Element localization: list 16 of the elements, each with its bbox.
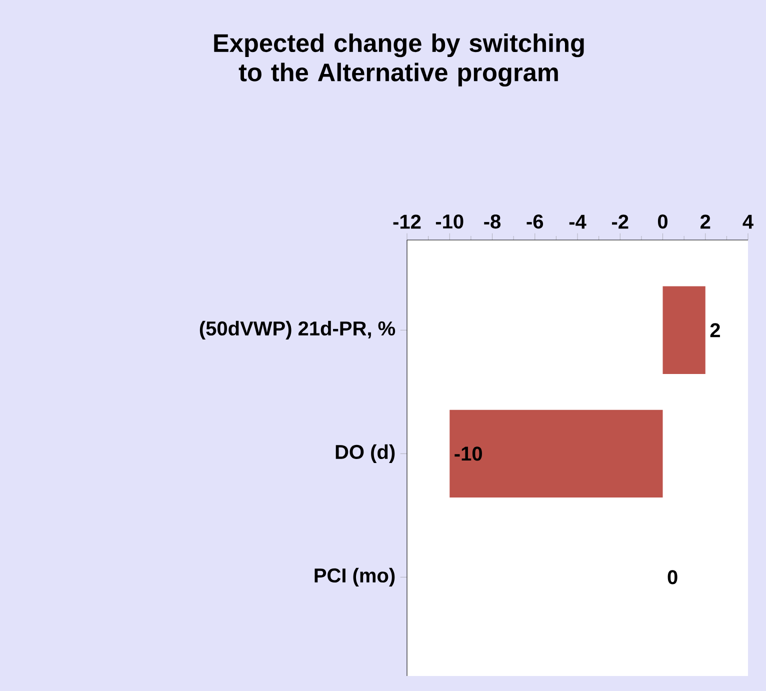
x-tick-label: 4 <box>742 214 754 229</box>
x-tick-label: -10 <box>436 214 464 229</box>
x-tick-label: -2 <box>612 214 628 229</box>
y-tick-label: DO (d) <box>336 444 395 463</box>
x-tick-label: 2 <box>700 214 710 229</box>
x-tick-label: -8 <box>484 214 501 229</box>
data-label: -10 <box>454 446 482 461</box>
y-tick-label: (50dVWP) 21d-PR, % <box>200 320 396 340</box>
chart-title: Expected change by switching to the Alternative program <box>214 33 584 87</box>
x-tick-label: 0 <box>658 214 668 229</box>
data-label: 2 <box>710 323 720 338</box>
y-tick-label: PCI (mo) <box>314 568 395 586</box>
x-tick-label: -6 <box>526 214 544 229</box>
data-label: 0 <box>668 570 678 584</box>
x-tick-label: -4 <box>569 214 586 229</box>
x-tick-label: -12 <box>393 214 421 229</box>
